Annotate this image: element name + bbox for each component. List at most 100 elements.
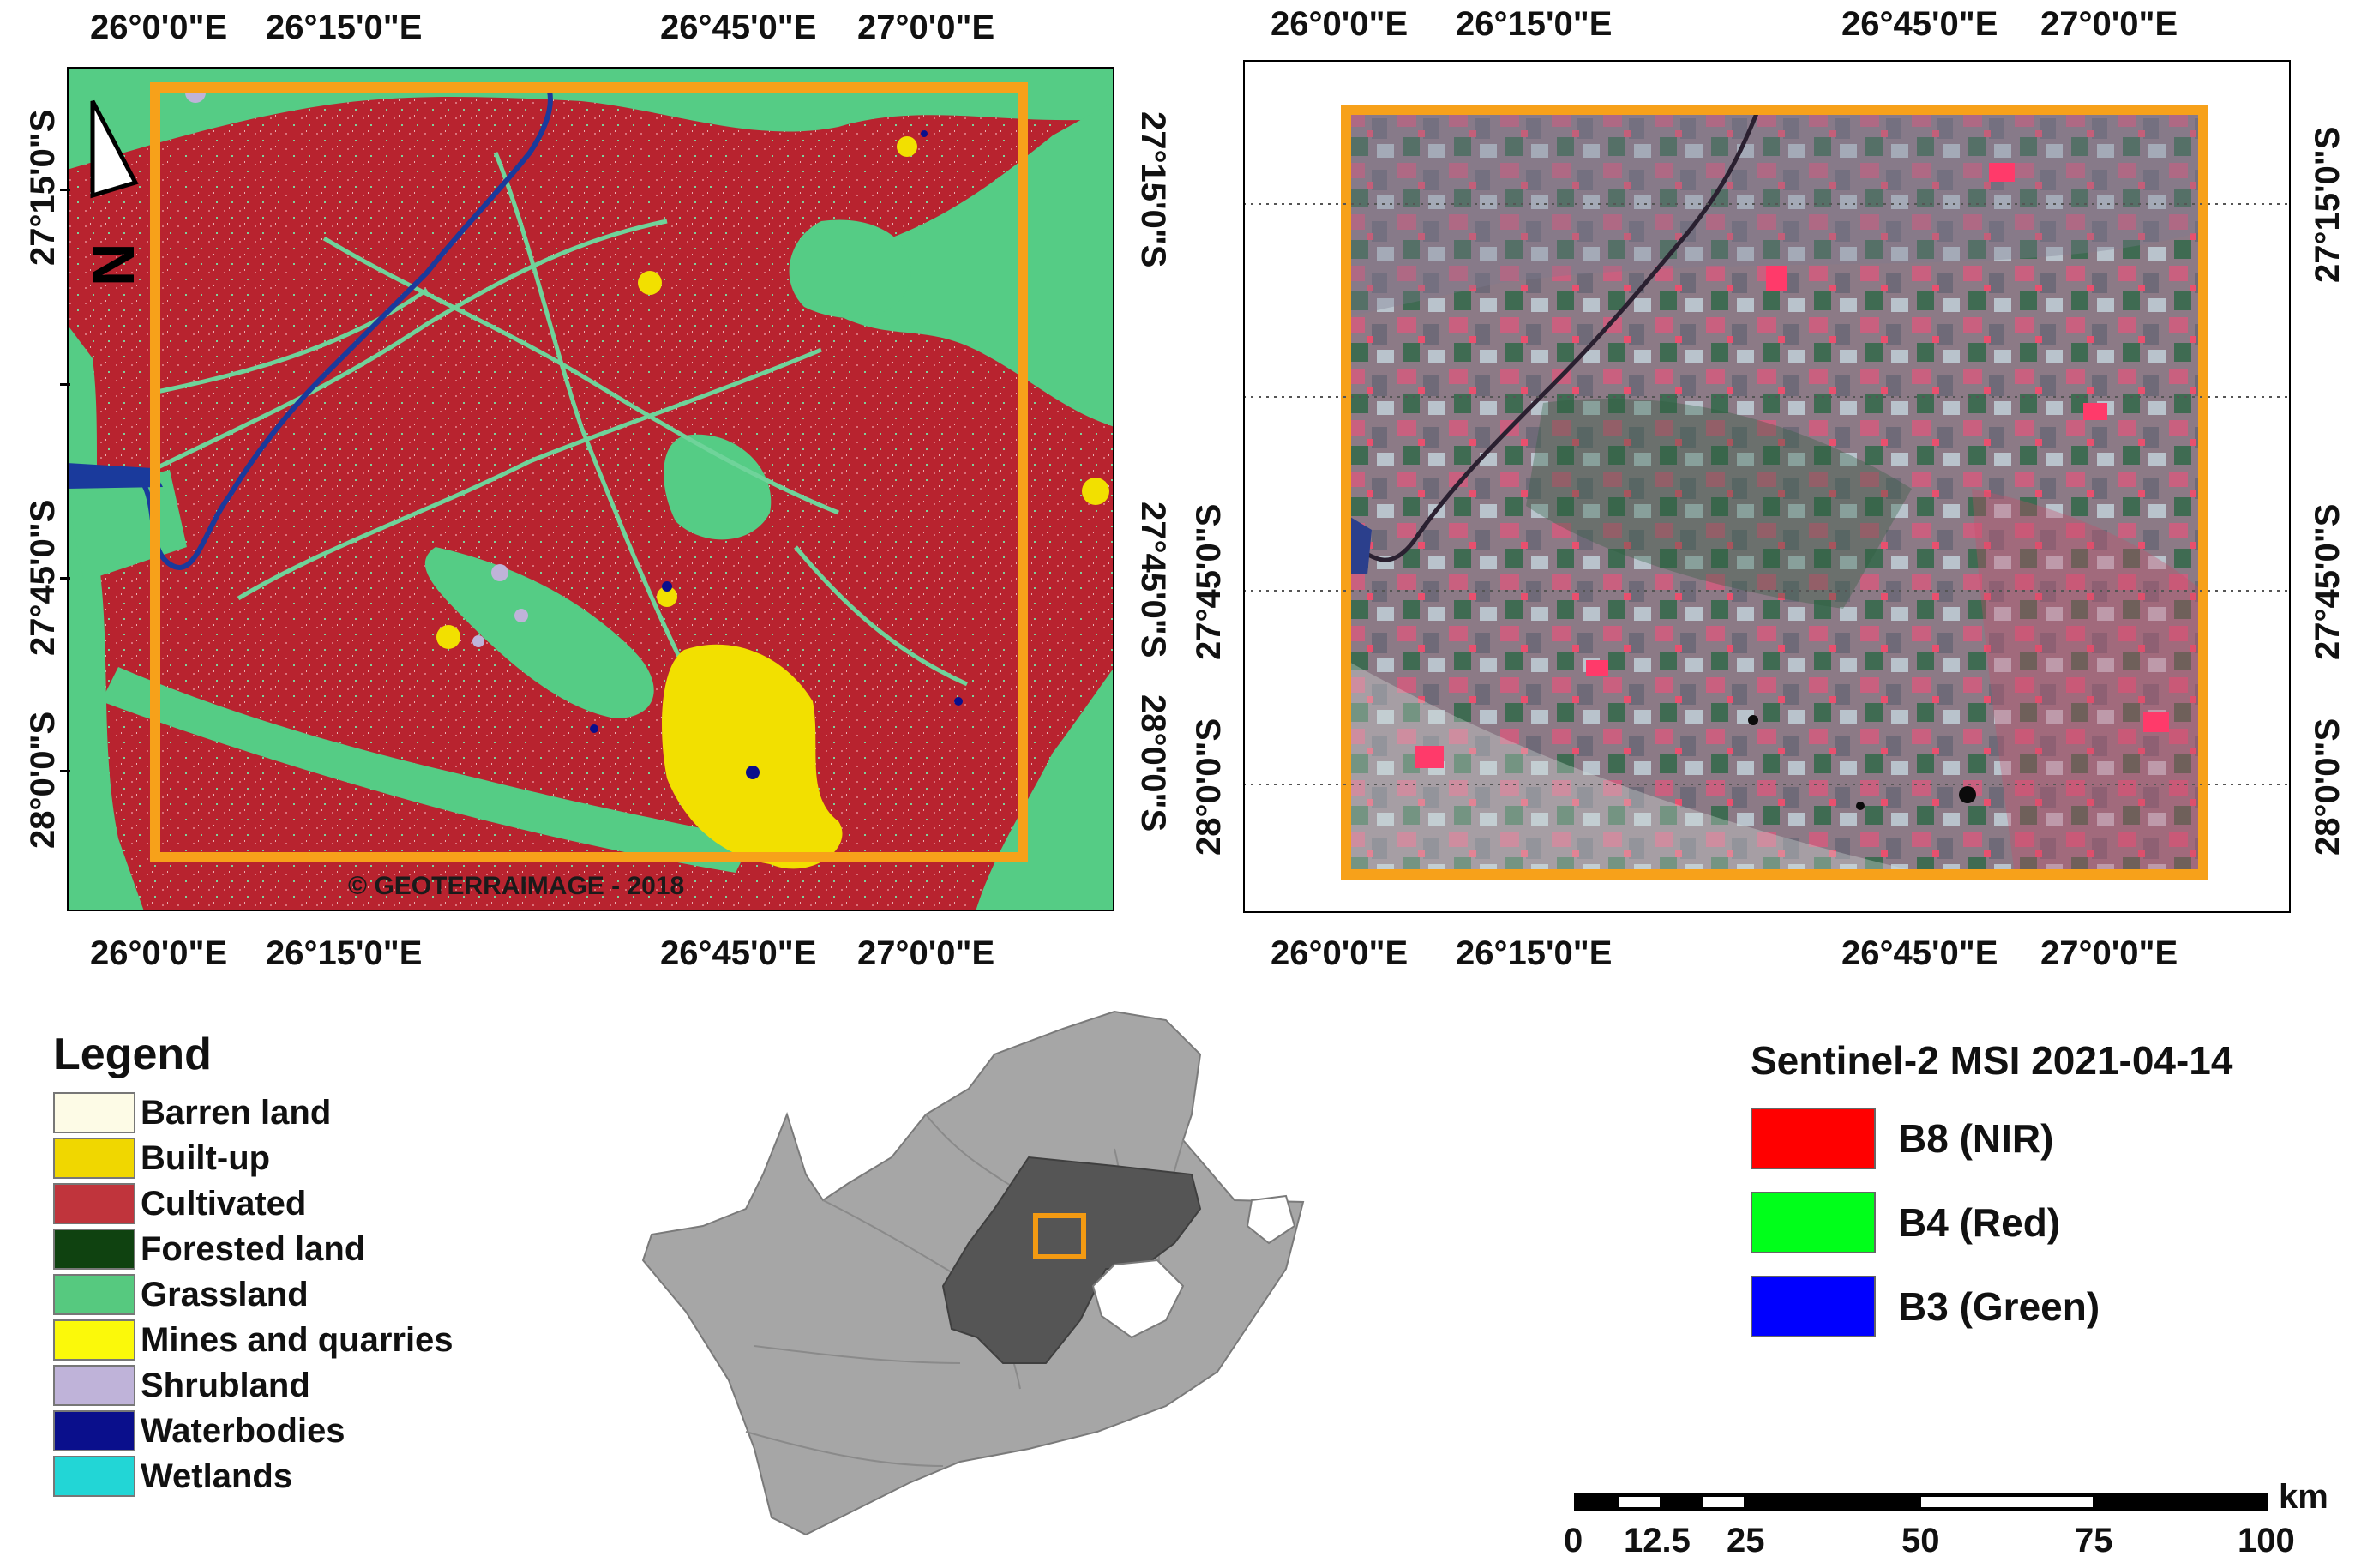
swatch-grassland (53, 1274, 135, 1315)
swatch-builtup (53, 1138, 135, 1179)
free-state-province (941, 1156, 1202, 1364)
legend-label: Wetlands (141, 1457, 293, 1495)
left-lat-3: 28°0'0"S (24, 711, 62, 849)
north-arrow-icon (90, 99, 139, 199)
study-area-frame (150, 82, 1028, 862)
band-item: B4 (Red) (1751, 1192, 2060, 1253)
eswatini (1246, 1194, 1296, 1245)
river (1344, 111, 1760, 562)
left-top-lon-1: 26°0'0"E (90, 9, 228, 46)
legend-label: Grassland (141, 1275, 309, 1313)
band-label: B8 (NIR) (1898, 1116, 2054, 1161)
tick (60, 189, 70, 191)
legend-item: Cultivated (53, 1182, 306, 1225)
builtup-areas (436, 136, 1109, 869)
legend-item: Shrubland (53, 1364, 310, 1407)
river (67, 82, 553, 570)
legend-item: Mines and quarries (53, 1319, 454, 1361)
land-cover-map: N © GEOTERRAIMAGE - 2018 (67, 67, 1114, 911)
band-label: B4 (Red) (1898, 1200, 2061, 1245)
satellite-image (1346, 110, 2203, 874)
swatch-wetlands (53, 1456, 135, 1497)
swatch-forested (53, 1229, 135, 1270)
legend-item: Built-up (53, 1137, 270, 1180)
scale-tick-75: 75 (2075, 1522, 2113, 1559)
right-map (1243, 60, 2291, 913)
lesotho (1091, 1259, 1185, 1339)
graticule (1243, 203, 2291, 785)
right-bottom-lon-3: 26°45'0"E (1841, 934, 1998, 972)
inset-map (634, 1003, 1337, 1552)
dark-waterbodies (1748, 715, 1976, 810)
legend-label: Shrubland (141, 1366, 310, 1404)
swatch-cultivated (53, 1183, 135, 1224)
right-lat-left-2: 27°45'0"S (1190, 503, 1228, 660)
tick (60, 577, 70, 580)
right-lat-right-2: 27°45'0"S (2309, 503, 2346, 660)
sentinel-composite-map (1243, 60, 2291, 913)
left-top-lon-2: 26°15'0"E (266, 9, 423, 46)
right-bottom-lon-2: 26°15'0"E (1456, 934, 1613, 972)
legend-label: Waterbodies (141, 1411, 345, 1450)
scale-tick-100: 100 (2238, 1522, 2295, 1559)
water-points (590, 130, 963, 779)
tick (60, 770, 70, 772)
band-label: B3 (Green) (1898, 1284, 2100, 1329)
swatch-b4 (1751, 1192, 1876, 1253)
vegetation-fields (1415, 163, 2169, 768)
swatch-waterbodies (53, 1410, 135, 1451)
right-lat-left-3: 28°0'0"S (1190, 718, 1228, 856)
sentinel-title: Sentinel-2 MSI 2021-04-14 (1751, 1038, 2233, 1083)
right-map-border (1243, 60, 2291, 913)
right-top-lon-1: 26°0'0"E (1271, 5, 1409, 43)
composite-tones (1346, 110, 2203, 874)
left-top-lon-3: 26°45'0"E (660, 9, 817, 46)
right-bottom-lon-4: 27°0'0"E (2040, 934, 2178, 972)
study-area-frame (1341, 105, 2208, 880)
legend-label: Mines and quarries (141, 1320, 454, 1359)
cultivated-area (67, 67, 1114, 911)
left-bottom-lon-2: 26°15'0"E (266, 934, 423, 972)
left-lat-right-3: 28°0'0"S (1134, 694, 1172, 832)
left-lat-right-1: 27°15'0"S (1134, 111, 1172, 268)
left-bottom-lon-4: 27°0'0"E (857, 934, 995, 972)
legend-item: Wetlands (53, 1455, 292, 1498)
legend-label: Cultivated (141, 1184, 307, 1223)
left-map-border (67, 67, 1114, 911)
right-bottom-lon-1: 26°0'0"E (1271, 934, 1409, 972)
scale-unit: km (2279, 1478, 2328, 1516)
scale-tick-0: 0 (1564, 1522, 1583, 1559)
right-top-lon-3: 26°45'0"E (1841, 5, 1998, 43)
left-bottom-lon-3: 26°45'0"E (660, 934, 817, 972)
legend-title: Legend (53, 1030, 212, 1079)
left-lat-1: 27°15'0"S (24, 109, 62, 266)
legend-item: Grassland (53, 1273, 309, 1316)
legend-label: Forested land (141, 1229, 366, 1268)
left-lat-right-2: 27°45'0"S (1134, 502, 1172, 658)
right-top-lon-2: 26°15'0"E (1456, 5, 1613, 43)
right-lat-right-1: 27°15'0"S (2309, 126, 2346, 283)
legend-label: Barren land (141, 1093, 332, 1132)
right-lat-right-3: 28°0'0"S (2309, 718, 2346, 856)
right-top-lon-4: 27°0'0"E (2040, 5, 2178, 43)
band-item: B8 (NIR) (1751, 1108, 2053, 1169)
reservoir (1346, 514, 1372, 574)
north-arrow-label: N (80, 243, 147, 286)
legend-item: Waterbodies (53, 1409, 345, 1452)
swatch-mines (53, 1319, 135, 1361)
left-map: N © GEOTERRAIMAGE - 2018 (67, 67, 1114, 911)
south-africa-inset (641, 1010, 1305, 1536)
band-item: B3 (Green) (1751, 1276, 2100, 1337)
scale-tick-12-5: 12.5 (1624, 1522, 1691, 1559)
scale-tick-50: 50 (1901, 1522, 1940, 1559)
study-area-marker (1033, 1213, 1086, 1259)
left-bottom-lon-1: 26°0'0"E (90, 934, 228, 972)
tick (60, 383, 70, 386)
swatch-barren (53, 1092, 135, 1133)
drainage-lines (134, 152, 969, 687)
left-lat-2: 27°45'0"S (24, 499, 62, 656)
reservoir (67, 463, 163, 489)
copyright-text: © GEOTERRAIMAGE - 2018 (348, 872, 684, 900)
legend-item: Barren land (53, 1091, 331, 1134)
swatch-b3 (1751, 1276, 1876, 1337)
